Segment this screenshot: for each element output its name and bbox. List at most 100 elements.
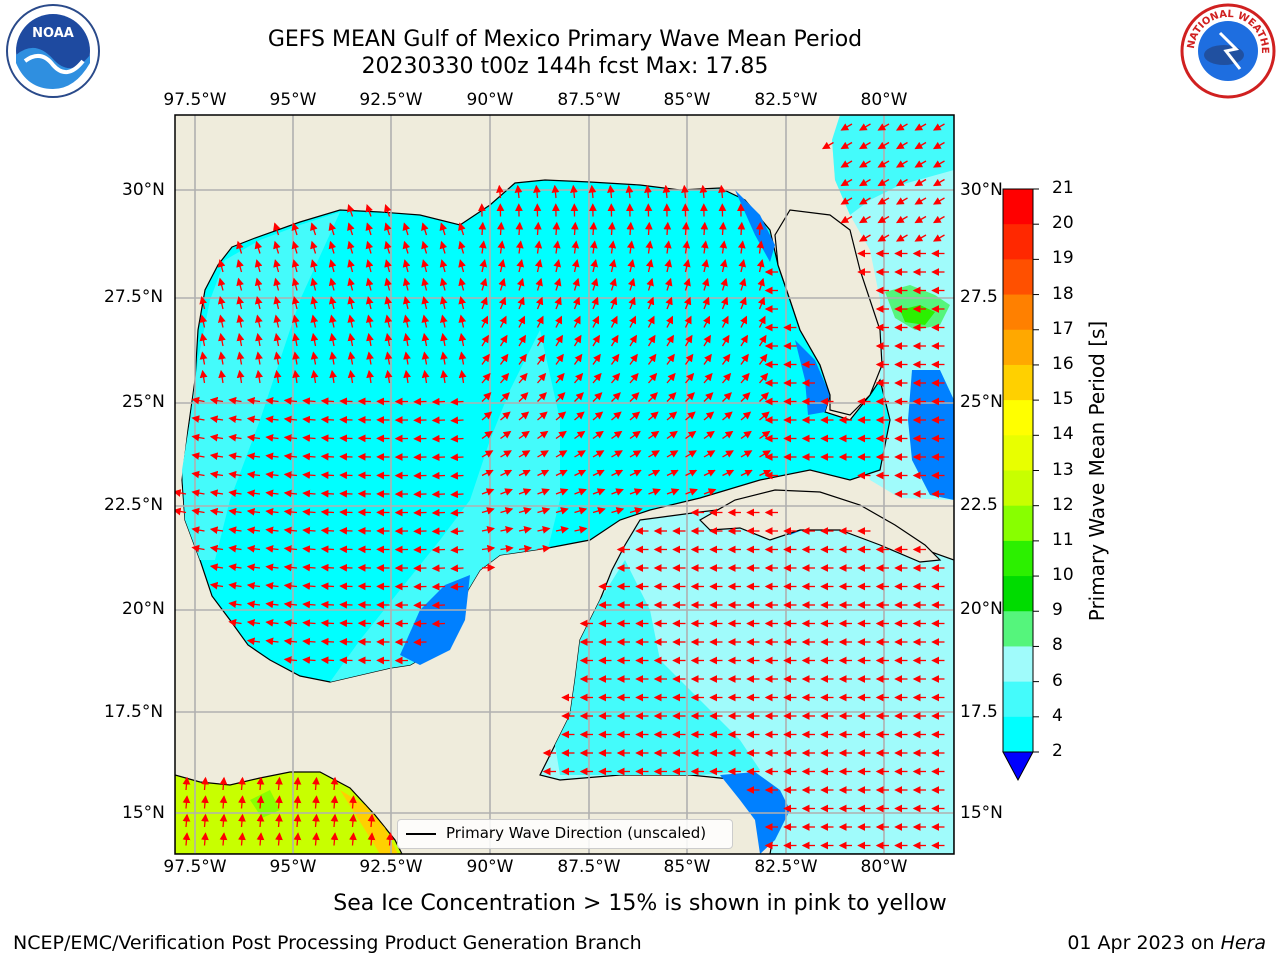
wave-arrow [339, 600, 353, 609]
wave-arrow [481, 563, 496, 572]
wave-arrow [403, 351, 411, 365]
wave-arrow [932, 141, 945, 150]
wave-arrow [302, 656, 316, 664]
wave-arrow [191, 433, 205, 442]
wave-arrow [302, 471, 316, 479]
lat-tick: 27.5°N [104, 287, 164, 307]
colorbar-tick-label: 13 [1052, 459, 1074, 480]
wave-arrow [702, 315, 710, 328]
lon-tick: 82.5°W [754, 857, 818, 877]
wave-arrow [320, 397, 335, 406]
wave-arrow [738, 259, 747, 273]
wave-arrow [932, 234, 945, 242]
wave-arrow [402, 240, 411, 254]
wave-arrow [228, 452, 242, 461]
wave-arrow [199, 332, 208, 347]
wave-arrow [533, 184, 541, 199]
wave-arrow [554, 315, 562, 328]
wave-arrow [339, 434, 353, 443]
wave-arrow [740, 450, 753, 458]
wave-arrow [877, 197, 890, 205]
wave-arrow [191, 526, 205, 534]
lat-tick: 25°N [960, 392, 1003, 412]
wave-arrow [256, 832, 265, 846]
wave-arrow [552, 221, 561, 236]
wave-arrow [458, 259, 466, 273]
wave-arrow [254, 277, 263, 291]
wave-arrow [592, 430, 604, 440]
wave-arrow [265, 508, 279, 516]
wave-arrow [283, 489, 298, 498]
wave-arrow [611, 411, 622, 421]
wave-arrow [256, 795, 265, 809]
wave-arrow [450, 545, 464, 554]
wave-arrow [450, 416, 464, 425]
wave-arrow [555, 353, 564, 365]
wave-arrow [238, 776, 246, 791]
wave-arrow [310, 240, 318, 254]
wave-arrow [228, 581, 242, 590]
wave-arrow [721, 334, 730, 347]
wave-arrow [458, 277, 466, 291]
lon-tick: 80°W [860, 90, 908, 110]
wave-arrow [740, 334, 748, 347]
wave-arrow [759, 411, 770, 421]
wave-arrow [840, 141, 853, 150]
wave-arrow [219, 776, 228, 791]
wave-arrow [537, 392, 547, 402]
wave-arrow [191, 415, 205, 423]
wave-arrow [384, 240, 392, 254]
wave-arrow [450, 508, 464, 517]
wave-arrow [914, 141, 927, 150]
wave-arrow [255, 332, 263, 347]
colorbar-segment [1003, 611, 1033, 647]
wave-arrow [877, 160, 890, 168]
florida-peninsula [774, 209, 883, 416]
wave-arrow [703, 353, 712, 365]
wave-arrow [265, 637, 279, 646]
wave-arrow [718, 221, 727, 236]
wave-arrow [219, 795, 228, 809]
wave-arrow [481, 411, 493, 421]
wave-arrow [228, 415, 242, 424]
wave-arrow [217, 259, 226, 273]
wave-arrow [552, 240, 561, 254]
wave-arrow [209, 489, 224, 498]
wave-arrow [265, 471, 279, 479]
wave-arrow [246, 581, 261, 590]
wave-arrow [236, 296, 245, 310]
wave-arrow [339, 563, 353, 572]
wave-arrow [629, 507, 643, 515]
wave-arrow [217, 296, 226, 310]
wave-arrow [328, 240, 337, 254]
wave-arrow [553, 259, 562, 273]
wave-arrow [481, 526, 495, 534]
wave-arrow [647, 315, 655, 328]
wave-arrow [738, 277, 747, 291]
colorbar-tick-label: 17 [1052, 318, 1074, 339]
wave-arrow [500, 392, 510, 402]
wave-arrow [450, 397, 464, 406]
wave-arrow [610, 334, 619, 347]
wave-arrow [275, 776, 283, 791]
wave-arrow [365, 203, 373, 217]
wave-arrow [895, 197, 908, 205]
wave-arrow [450, 434, 464, 443]
wave-arrow [384, 332, 393, 347]
wave-arrow [310, 259, 318, 273]
wave-arrow [320, 526, 335, 535]
wave-arrow [291, 277, 300, 291]
wave-arrow [246, 563, 261, 572]
wave-arrow [625, 184, 634, 199]
wave-arrow [646, 296, 655, 310]
date-stamp: 01 Apr 2023 on Hera [1067, 932, 1266, 954]
wave-arrow [292, 314, 300, 328]
wave-arrow [302, 415, 316, 424]
wave-arrow [535, 296, 544, 310]
wave-arrow [291, 222, 300, 236]
lon-tick: 95°W [269, 90, 317, 110]
wave-arrow [182, 813, 191, 828]
wave-arrow [590, 277, 599, 291]
lat-tick: 15°N [122, 803, 165, 823]
